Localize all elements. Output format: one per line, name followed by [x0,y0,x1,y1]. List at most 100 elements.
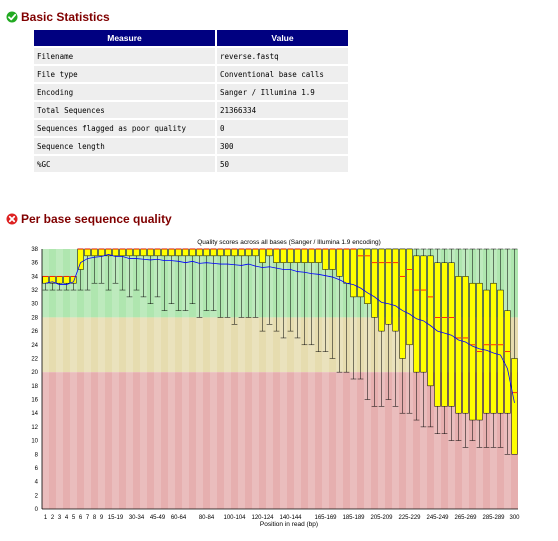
quartile-box [168,248,175,257]
y-tick-label: 34 [31,274,38,280]
quartile-box [287,248,294,263]
column-stripe [56,249,63,509]
pass-check-icon [6,11,18,23]
chart-title: Quality scores across all bases (Sanger … [197,239,381,246]
quartile-box [385,248,392,325]
quartile-box [392,248,399,332]
y-tick-label: 0 [35,507,39,513]
quartile-box [427,255,434,387]
x-tick-label: 245-249 [426,515,449,521]
measure-cell: %GC [34,156,215,172]
table-row: Filename reverse.fastq [34,48,348,64]
quartile-box [238,248,245,257]
table-row: %GC 50 [34,156,348,172]
column-stripe [322,249,329,509]
column-stripe [336,249,343,509]
y-tick-label: 2 [35,493,39,499]
table-row: Encoding Sanger / Illumina 1.9 [34,84,348,100]
quartile-box [112,248,119,257]
quartile-box [371,248,378,318]
basic-statistics-table: Measure Value Filename reverse.fastq Fil… [32,28,350,174]
quartile-box [364,248,371,304]
column-stripe [42,249,49,509]
column-stripe [266,249,273,509]
quartile-box [175,248,182,257]
column-stripe [154,249,161,509]
column-stripe [294,249,301,509]
quartile-box [343,248,350,284]
y-tick-label: 14 [31,411,38,417]
quartile-box [294,248,301,263]
x-tick-label: 225-229 [398,515,421,521]
quartile-box [420,255,427,373]
value-cell: Sanger / Illumina 1.9 [217,84,348,100]
value-column-header: Value [217,30,348,46]
quartile-box [301,248,308,263]
y-tick-label: 18 [31,384,38,390]
quartile-box [154,248,161,257]
y-tick-label: 26 [31,329,38,335]
measure-cell: File type [34,66,215,82]
quartile-box [231,248,238,257]
x-tick-label: 205-209 [370,515,393,521]
quartile-box [42,276,49,284]
measure-cell: Sequence length [34,138,215,154]
quality-boxplot-chart: Quality scores across all bases (Sanger … [31,239,520,528]
quartile-box [378,248,385,332]
quartile-box [490,282,497,414]
value-cell: 21366334 [217,102,348,118]
table-row: Total Sequences 21366334 [34,102,348,118]
x-tick-label: 285-289 [482,515,505,521]
x-tick-label: 80-84 [199,515,215,521]
x-tick-label: 265-269 [454,515,477,521]
column-stripe [196,249,203,509]
quartile-box [511,358,518,455]
y-tick-label: 36 [31,261,38,267]
quartile-box [63,276,70,284]
measure-cell: Total Sequences [34,102,215,118]
measure-cell: Encoding [34,84,215,100]
x-tick-label: 100-104 [223,515,246,521]
y-tick-label: 22 [31,356,38,362]
x-axis-label: Position in read (bp) [260,521,318,528]
fail-x-icon [6,213,18,225]
x-tick-label: 7 [86,515,90,521]
quartile-box [273,248,280,263]
x-tick-label: 60-64 [171,515,187,521]
column-stripe [84,249,91,509]
x-tick-label: 3 [58,515,62,521]
quartile-box [322,248,329,270]
quartile-box [434,262,441,407]
quartile-box [462,276,469,414]
quartile-box [308,248,315,263]
column-stripe [308,249,315,509]
measure-cell: Sequences flagged as poor quality [34,120,215,136]
value-cell: Conventional base calls [217,66,348,82]
y-tick-label: 6 [35,466,39,472]
column-stripe [140,249,147,509]
x-tick-label: 185-189 [342,515,365,521]
quartile-box [357,248,364,298]
y-tick-label: 12 [31,425,38,431]
quartile-box [126,248,133,257]
quartile-box [350,248,357,298]
y-tick-label: 38 [31,247,38,253]
chart-marks [42,248,518,455]
quartile-box [140,248,147,257]
y-tick-label: 32 [31,288,38,294]
column-stripe [112,249,119,509]
quartile-box [210,248,217,257]
quartile-box [483,289,490,414]
column-stripe [252,249,259,509]
x-tick-label: 6 [79,515,83,521]
column-stripe [98,249,105,509]
column-stripe [224,249,231,509]
quartile-box [77,248,84,270]
quartile-box [98,248,105,257]
quartile-box [161,248,168,257]
column-stripe [182,249,189,509]
quartile-box [252,248,259,257]
column-stripe [210,249,217,509]
x-tick-label: 1 [44,515,48,521]
x-tick-label: 8 [93,515,97,521]
